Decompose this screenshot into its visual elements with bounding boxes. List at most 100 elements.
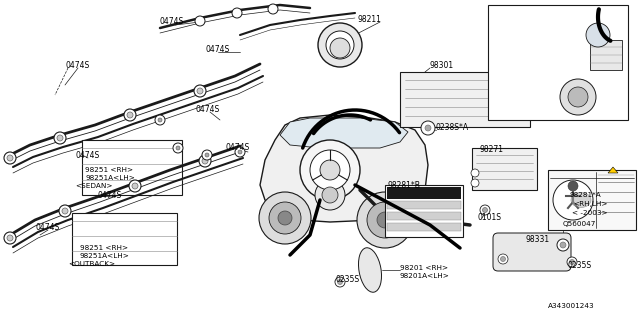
Bar (548, 170, 636, 230)
Text: < -2003>: < -2003> (572, 210, 607, 216)
Bar (387, 201, 461, 209)
Circle shape (268, 4, 278, 14)
Text: <SEDAN>: <SEDAN> (75, 183, 113, 189)
Circle shape (367, 202, 403, 238)
Text: 98301: 98301 (430, 60, 454, 69)
Circle shape (238, 150, 242, 154)
Bar (590, 40, 622, 70)
Text: 0474S: 0474S (97, 190, 121, 199)
Circle shape (300, 140, 360, 200)
Text: 0238S*A: 0238S*A (436, 124, 469, 132)
Circle shape (320, 160, 340, 180)
Circle shape (199, 155, 211, 167)
Polygon shape (608, 167, 618, 173)
Circle shape (129, 180, 141, 192)
Bar (82, 140, 182, 195)
FancyBboxPatch shape (493, 233, 571, 271)
Text: 98251 <RH>: 98251 <RH> (80, 245, 128, 251)
Circle shape (500, 257, 506, 261)
Circle shape (568, 181, 578, 191)
Text: <RH,LH>: <RH,LH> (573, 201, 607, 207)
Circle shape (4, 152, 16, 164)
Circle shape (269, 202, 301, 234)
Circle shape (62, 208, 68, 214)
Circle shape (570, 260, 575, 265)
Circle shape (155, 115, 165, 125)
Circle shape (326, 31, 354, 59)
Circle shape (315, 180, 345, 210)
Bar (72, 213, 177, 265)
Text: 0235S: 0235S (567, 260, 591, 269)
Text: 0474S: 0474S (225, 143, 249, 153)
Circle shape (235, 147, 245, 157)
Bar (385, 185, 463, 237)
Bar (400, 72, 530, 127)
Polygon shape (280, 118, 408, 148)
Circle shape (127, 112, 133, 118)
Text: 0474S: 0474S (75, 150, 99, 159)
Text: <OUTBACK>: <OUTBACK> (68, 261, 115, 267)
Circle shape (202, 158, 208, 164)
Circle shape (483, 207, 488, 212)
Circle shape (132, 183, 138, 189)
Circle shape (335, 277, 345, 287)
Circle shape (523, 102, 533, 112)
Text: 0474S: 0474S (195, 106, 220, 115)
Text: 98281*B: 98281*B (388, 180, 421, 189)
Text: 98271: 98271 (480, 146, 504, 155)
Circle shape (425, 125, 431, 131)
Circle shape (278, 211, 292, 225)
Circle shape (54, 132, 66, 144)
Text: A343001243: A343001243 (548, 303, 595, 309)
Circle shape (330, 38, 350, 58)
Text: 0474S: 0474S (65, 60, 89, 69)
Bar (387, 212, 461, 220)
Text: 98211: 98211 (358, 15, 382, 25)
Circle shape (195, 16, 205, 26)
Text: 0474S: 0474S (205, 45, 229, 54)
Circle shape (259, 192, 311, 244)
Text: 98251A<LH>: 98251A<LH> (80, 253, 130, 259)
Circle shape (57, 135, 63, 141)
Circle shape (322, 187, 338, 203)
Circle shape (568, 87, 588, 107)
Text: 98251 <RH>: 98251 <RH> (85, 167, 133, 173)
Text: 98201A<LH>: 98201A<LH> (400, 273, 450, 279)
Text: 0101S: 0101S (478, 213, 502, 222)
Circle shape (480, 205, 490, 215)
Circle shape (357, 192, 413, 248)
Circle shape (471, 179, 479, 187)
Circle shape (310, 150, 350, 190)
Text: 0235S: 0235S (335, 276, 359, 284)
Text: 98281*A: 98281*A (570, 192, 602, 198)
Circle shape (567, 257, 577, 267)
Circle shape (194, 85, 206, 97)
Circle shape (421, 121, 435, 135)
Circle shape (560, 79, 596, 115)
Circle shape (124, 109, 136, 121)
Circle shape (158, 118, 162, 122)
Circle shape (498, 254, 508, 264)
Bar (488, 5, 628, 120)
Circle shape (523, 85, 533, 95)
Circle shape (377, 212, 393, 228)
Ellipse shape (571, 193, 591, 207)
Circle shape (205, 153, 209, 157)
Circle shape (553, 180, 593, 220)
Circle shape (232, 8, 242, 18)
Circle shape (59, 205, 71, 217)
Circle shape (318, 23, 362, 67)
Bar (472, 148, 537, 190)
Circle shape (4, 232, 16, 244)
Bar (387, 187, 461, 199)
Text: 98201 <RH>: 98201 <RH> (400, 265, 448, 271)
Circle shape (7, 235, 13, 241)
Circle shape (557, 239, 569, 251)
Circle shape (202, 150, 212, 160)
Circle shape (197, 88, 203, 94)
Circle shape (7, 155, 13, 161)
Polygon shape (260, 115, 428, 222)
Text: 0474S: 0474S (35, 223, 60, 233)
Text: 98331: 98331 (525, 236, 549, 244)
Circle shape (560, 242, 566, 248)
